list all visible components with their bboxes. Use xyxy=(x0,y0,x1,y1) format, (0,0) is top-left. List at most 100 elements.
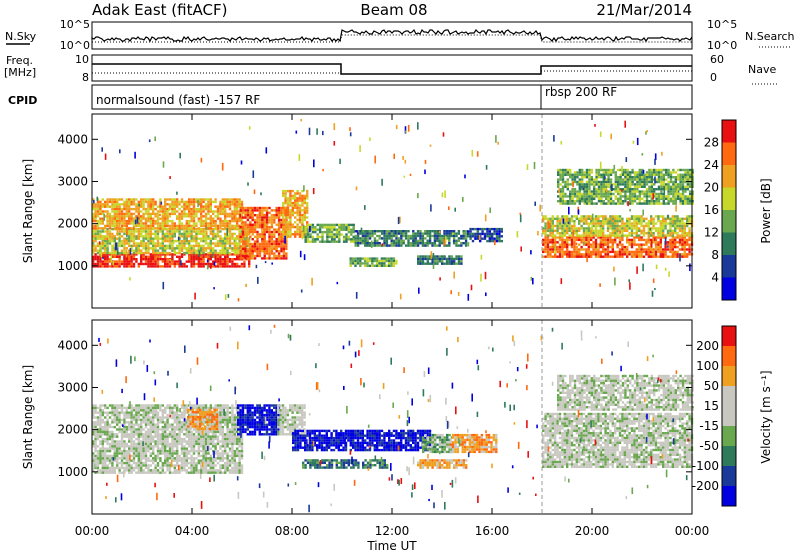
echo-cell xyxy=(566,238,569,242)
echo-cell xyxy=(689,202,692,205)
echo-cell xyxy=(676,232,679,235)
echo-cell xyxy=(233,227,236,230)
echo-cell xyxy=(594,238,598,242)
echo-cell xyxy=(617,185,620,188)
echo-cell xyxy=(669,217,672,220)
echo-cell xyxy=(251,226,254,229)
echo-cell xyxy=(582,253,586,256)
echo-cell xyxy=(96,418,100,422)
echo-cell xyxy=(321,238,324,241)
scatter-echo xyxy=(248,126,251,130)
echo-cell xyxy=(240,203,244,206)
scatter-echo xyxy=(271,262,273,265)
echo-cell xyxy=(326,240,329,243)
echo-cell xyxy=(296,189,299,193)
echo-cell xyxy=(156,205,160,208)
echo-cell xyxy=(216,260,220,263)
echo-cell xyxy=(137,205,140,208)
echo-cell xyxy=(431,242,434,245)
echo-cell xyxy=(251,238,254,241)
echo-cell xyxy=(120,251,124,255)
echo-cell xyxy=(609,250,612,254)
echo-cell xyxy=(597,222,600,225)
echo-cell xyxy=(684,173,687,176)
echo-cell xyxy=(416,232,420,235)
echo-cell xyxy=(594,224,598,228)
echo-cell xyxy=(161,253,164,256)
echo-cell xyxy=(667,168,670,172)
echo-cell xyxy=(359,264,362,267)
echo-cell xyxy=(116,449,119,453)
echo-cell xyxy=(561,215,564,218)
echo-cell xyxy=(142,205,145,208)
echo-cell xyxy=(614,195,617,198)
echo-cell xyxy=(94,239,97,243)
echo-cell xyxy=(563,222,566,225)
echo-cell xyxy=(609,180,613,184)
echo-cell xyxy=(648,190,651,193)
echo-cell xyxy=(587,234,590,237)
echo-cell xyxy=(219,200,222,204)
echo-cell xyxy=(441,260,444,263)
echo-cell xyxy=(631,195,634,198)
echo-cell xyxy=(564,200,567,203)
scatter-echo xyxy=(568,206,570,215)
echo-cell xyxy=(144,222,148,225)
echo-cell xyxy=(166,262,169,266)
echo-cell xyxy=(599,253,602,256)
echo-cell xyxy=(228,260,232,263)
echo-cell xyxy=(606,227,610,230)
echo-cell xyxy=(94,217,97,220)
echo-cell xyxy=(314,240,317,243)
echo-cell xyxy=(296,218,299,222)
echo-cell xyxy=(595,168,598,172)
echo-cell xyxy=(253,228,257,231)
echo-cell xyxy=(626,195,629,198)
echo-cell xyxy=(542,238,545,242)
echo-cell xyxy=(298,209,302,212)
echo-cell xyxy=(671,236,674,239)
echo-cell xyxy=(464,232,468,235)
echo-cell xyxy=(564,202,567,205)
echo-cell xyxy=(183,205,186,208)
echo-cell xyxy=(645,250,648,254)
echo-cell xyxy=(275,257,278,260)
echo-cell xyxy=(106,430,109,434)
scatter-echo xyxy=(177,236,180,241)
echo-cell xyxy=(657,178,661,181)
echo-cell xyxy=(380,230,384,233)
echo-cell xyxy=(258,214,262,217)
echo-cell xyxy=(156,224,160,228)
echo-cell xyxy=(544,224,547,228)
echo-cell xyxy=(642,217,646,220)
echo-cell xyxy=(618,229,622,232)
echo-cell xyxy=(156,265,160,268)
echo-cell xyxy=(626,220,629,223)
echo-cell xyxy=(671,255,674,258)
echo-cell xyxy=(258,235,262,238)
echo-cell xyxy=(691,195,694,198)
scatter-echo xyxy=(129,248,132,255)
echo-cell xyxy=(614,250,617,254)
echo-cell xyxy=(99,212,102,216)
echo-cell xyxy=(549,250,552,254)
ytick-label: 3000 xyxy=(57,174,88,188)
beam-title: Beam 08 xyxy=(360,1,427,19)
echo-cell xyxy=(573,250,576,254)
echo-cell xyxy=(582,222,586,225)
echo-cell xyxy=(298,225,302,229)
echo-cell xyxy=(166,247,169,250)
echo-cell xyxy=(219,265,222,268)
echo-cell xyxy=(298,204,302,207)
echo-cell xyxy=(645,238,648,242)
echo-cell xyxy=(226,203,229,206)
echo-cell xyxy=(224,235,227,238)
echo-cell xyxy=(282,189,285,193)
echo-cell xyxy=(614,178,617,181)
echo-cell xyxy=(111,222,114,225)
echo-cell xyxy=(350,223,353,227)
echo-cell xyxy=(94,409,97,412)
echo-cell xyxy=(263,206,266,210)
echo-cell xyxy=(137,230,140,233)
echo-cell xyxy=(609,238,612,242)
